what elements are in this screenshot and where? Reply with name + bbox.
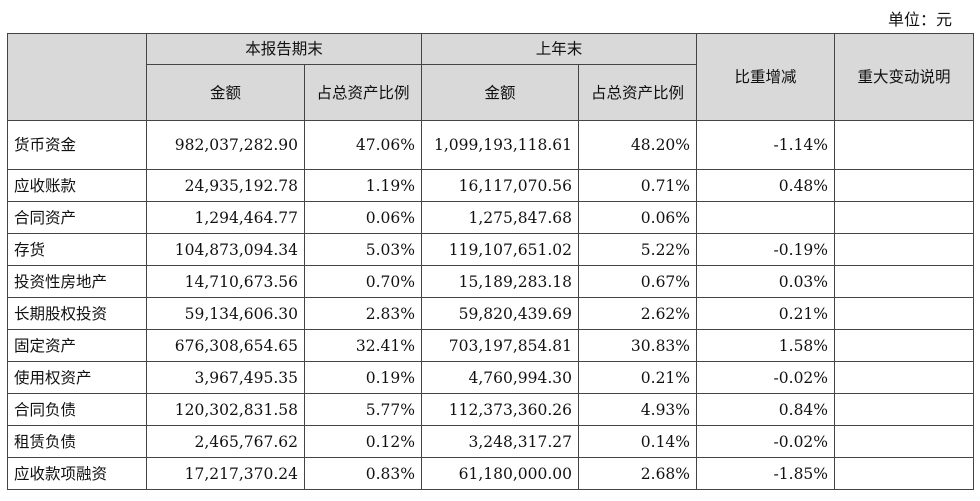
prior-amount: 3,248,317.27 (421, 425, 580, 458)
table-row: 租赁负债 2,465,767.62 0.12% 3,248,317.27 0.1… (7, 425, 975, 458)
prior-amount: 61,180,000.00 (421, 457, 580, 490)
ratio-change: 0.48% (696, 169, 836, 202)
current-ratio: 5.77% (303, 393, 423, 426)
table-row: 存货 104,873,094.34 5.03% 119,107,651.02 5… (7, 233, 975, 266)
ratio-change: 0.03% (696, 265, 836, 298)
prior-amount: 15,189,283.18 (421, 265, 580, 298)
current-ratio: 2.83% (303, 297, 423, 330)
prior-ratio: 0.71% (578, 169, 698, 202)
header-group-prior: 上年末 (421, 33, 698, 65)
prior-amount: 1,099,193,118.61 (421, 120, 580, 170)
current-ratio: 0.70% (303, 265, 423, 298)
current-amount: 3,967,495.35 (146, 361, 305, 394)
ratio-change (696, 201, 836, 234)
table-row: 应收款项融资 17,217,370.24 0.83% 61,180,000.00… (7, 457, 975, 490)
prior-amount: 1,275,847.68 (421, 201, 580, 234)
header-group-current: 本报告期末 (145, 33, 423, 65)
current-ratio: 0.83% (303, 457, 423, 490)
change-note (834, 265, 975, 298)
prior-amount: 4,760,994.30 (421, 361, 580, 394)
row-item: 使用权资产 (7, 361, 147, 394)
header-note: 重大变动说明 (834, 33, 975, 121)
table-row: 合同资产 1,294,464.77 0.06% 1,275,847.68 0.0… (7, 201, 975, 234)
change-note (834, 120, 975, 170)
ratio-change: -1.85% (696, 457, 836, 490)
row-item: 存货 (7, 233, 147, 266)
change-note (834, 361, 975, 394)
prior-amount: 59,820,439.69 (421, 297, 580, 330)
prior-amount: 16,117,070.56 (421, 169, 580, 202)
header-item-corner (7, 33, 147, 121)
prior-ratio: 2.68% (578, 457, 698, 490)
table-row: 使用权资产 3,967,495.35 0.19% 4,760,994.30 0.… (7, 361, 975, 394)
prior-ratio: 4.93% (578, 393, 698, 426)
current-amount: 2,465,767.62 (146, 425, 305, 458)
prior-ratio: 0.21% (578, 361, 698, 394)
current-amount: 59,134,606.30 (146, 297, 305, 330)
current-ratio: 0.19% (303, 361, 423, 394)
prior-ratio: 0.06% (578, 201, 698, 234)
change-note (834, 457, 975, 490)
change-note (834, 201, 975, 234)
header-prior-amount: 金额 (421, 64, 580, 121)
change-note (834, 425, 975, 458)
table-row: 合同负债 120,302,831.58 5.77% 112,373,360.26… (7, 393, 975, 426)
row-item: 投资性房地产 (7, 265, 147, 298)
prior-ratio: 2.62% (578, 297, 698, 330)
table-row: 固定资产 676,308,654.65 32.41% 703,197,854.8… (7, 329, 975, 362)
ratio-change: -1.14% (696, 120, 836, 170)
row-item: 合同负债 (7, 393, 147, 426)
current-amount: 676,308,654.65 (146, 329, 305, 362)
table-row: 长期股权投资 59,134,606.30 2.83% 59,820,439.69… (7, 297, 975, 330)
ratio-change: 0.21% (696, 297, 836, 330)
current-ratio: 0.06% (303, 201, 423, 234)
current-amount: 982,037,282.90 (146, 120, 305, 170)
current-amount: 120,302,831.58 (146, 393, 305, 426)
change-note (834, 297, 975, 330)
row-item: 租赁负债 (7, 425, 147, 458)
change-note (834, 329, 975, 362)
prior-amount: 112,373,360.26 (421, 393, 580, 426)
current-amount: 1,294,464.77 (146, 201, 305, 234)
row-item: 长期股权投资 (7, 297, 147, 330)
unit-label: 单位：元 (887, 10, 952, 29)
current-amount: 104,873,094.34 (146, 233, 305, 266)
prior-ratio: 48.20% (578, 120, 698, 170)
change-note (834, 169, 975, 202)
current-ratio: 47.06% (303, 120, 423, 170)
current-ratio: 5.03% (303, 233, 423, 266)
header-change: 比重增减 (696, 33, 836, 121)
change-note (834, 393, 975, 426)
current-ratio: 1.19% (303, 169, 423, 202)
table-row: 应收账款 24,935,192.78 1.19% 16,117,070.56 0… (7, 169, 975, 202)
row-item: 固定资产 (7, 329, 147, 362)
ratio-change: -0.19% (696, 233, 836, 266)
current-amount: 24,935,192.78 (146, 169, 305, 202)
prior-ratio: 5.22% (578, 233, 698, 266)
header-current-amount: 金额 (146, 64, 305, 121)
header-prior-ratio: 占总资产比例 (578, 64, 698, 121)
prior-amount: 119,107,651.02 (421, 233, 580, 266)
prior-ratio: 0.67% (578, 265, 698, 298)
ratio-change: 1.58% (696, 329, 836, 362)
current-amount: 17,217,370.24 (146, 457, 305, 490)
prior-ratio: 0.14% (578, 425, 698, 458)
table-row: 货币资金 982,037,282.90 47.06% 1,099,193,118… (7, 120, 975, 170)
ratio-change: 0.84% (696, 393, 836, 426)
ratio-change: -0.02% (696, 425, 836, 458)
row-item: 货币资金 (7, 120, 147, 170)
row-item: 合同资产 (7, 201, 147, 234)
header-current-ratio: 占总资产比例 (303, 64, 423, 121)
table-row: 投资性房地产 14,710,673.56 0.70% 15,189,283.18… (7, 265, 975, 298)
change-note (834, 233, 975, 266)
current-ratio: 32.41% (303, 329, 423, 362)
current-amount: 14,710,673.56 (146, 265, 305, 298)
prior-ratio: 30.83% (578, 329, 698, 362)
row-item: 应收账款 (7, 169, 147, 202)
row-item: 应收款项融资 (7, 457, 147, 490)
prior-amount: 703,197,854.81 (421, 329, 580, 362)
balance-sheet-table: 本报告期末 上年末 比重增减 重大变动说明 金额 占总资产比例 金额 占总资产比… (7, 33, 975, 490)
ratio-change: -0.02% (696, 361, 836, 394)
current-ratio: 0.12% (303, 425, 423, 458)
